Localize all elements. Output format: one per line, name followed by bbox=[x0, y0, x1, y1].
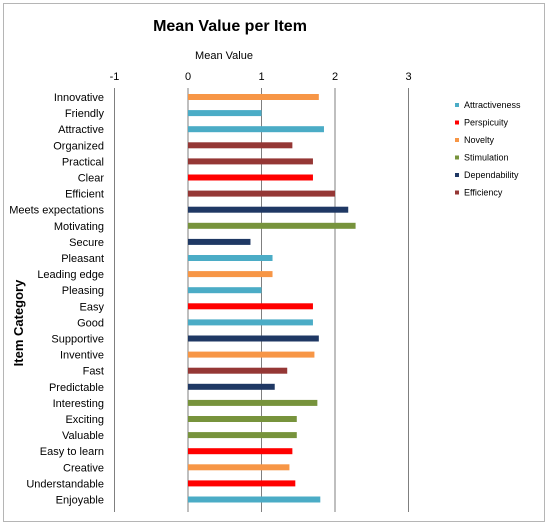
bar-interesting bbox=[188, 399, 318, 406]
category-label: Innovative bbox=[54, 92, 104, 104]
x-tick-label: 0 bbox=[185, 71, 191, 83]
legend: Attractiveness Perspicuity Novelty Stimulat… bbox=[455, 100, 521, 198]
legend-label: Novelty bbox=[464, 135, 495, 145]
category-label: Clear bbox=[78, 173, 105, 185]
bar-innovative bbox=[188, 94, 319, 100]
bar-good bbox=[188, 319, 313, 326]
legend-swatch bbox=[455, 190, 459, 195]
bar-creative bbox=[188, 464, 290, 471]
category-label: Leading edge bbox=[37, 269, 104, 281]
x-tick-labels: -1 0 1 2 3 bbox=[110, 71, 412, 83]
category-label: Inventive bbox=[60, 350, 104, 362]
chart-frame bbox=[3, 3, 545, 522]
legend-label: Perspicuity bbox=[464, 118, 509, 128]
bar-predictable bbox=[188, 383, 275, 390]
category-label: Good bbox=[77, 317, 104, 329]
category-label: Pleasant bbox=[61, 253, 104, 265]
category-label: Meets expectations bbox=[9, 205, 104, 217]
category-label: Secure bbox=[69, 237, 104, 249]
bar-efficient bbox=[188, 190, 335, 197]
x-tick-label: -1 bbox=[110, 71, 120, 83]
legend-label: Attractiveness bbox=[464, 100, 521, 110]
bar-clear bbox=[188, 174, 313, 181]
category-label: Predictable bbox=[49, 382, 104, 394]
legend-swatch bbox=[455, 138, 459, 142]
category-labels: Innovative Friendly Attractive Organized Pra… bbox=[9, 92, 104, 507]
category-label: Exciting bbox=[65, 414, 104, 426]
bar-fast bbox=[188, 367, 288, 374]
bar-leading-edge bbox=[188, 271, 273, 278]
category-label: Practical bbox=[62, 156, 104, 168]
x-axis-title: Mean Value bbox=[195, 50, 253, 62]
bars bbox=[188, 94, 356, 503]
bar-easy bbox=[188, 303, 313, 310]
bar-exciting bbox=[188, 416, 297, 422]
category-label: Organized bbox=[53, 140, 104, 152]
x-tick-label: 3 bbox=[405, 71, 411, 83]
category-label: Understandable bbox=[26, 478, 104, 490]
category-label: Efficient bbox=[65, 189, 104, 201]
legend-swatch bbox=[455, 173, 459, 177]
bar-inventive bbox=[188, 351, 315, 358]
bar-friendly bbox=[188, 110, 262, 117]
x-tick-label: 2 bbox=[332, 71, 338, 83]
legend-swatch bbox=[455, 120, 459, 125]
x-tick-label: 1 bbox=[258, 71, 264, 83]
legend-swatch bbox=[455, 103, 459, 107]
y-axis-title: Item Category bbox=[11, 279, 26, 366]
bar-pleasant bbox=[188, 255, 273, 261]
category-label: Easy to learn bbox=[40, 446, 104, 458]
legend-label: Dependability bbox=[464, 170, 519, 180]
category-label: Motivating bbox=[54, 221, 104, 233]
bar-practical bbox=[188, 158, 313, 165]
bar-attractive bbox=[188, 126, 324, 133]
category-label: Interesting bbox=[53, 398, 104, 410]
category-label: Easy bbox=[80, 301, 105, 313]
legend-swatch bbox=[455, 155, 459, 160]
bar-meets-expectations bbox=[188, 206, 349, 213]
bar-enjoyable bbox=[188, 496, 321, 503]
category-label: Supportive bbox=[51, 334, 104, 346]
category-label: Creative bbox=[63, 462, 104, 474]
bar-understandable bbox=[188, 480, 296, 487]
category-label: Valuable bbox=[62, 430, 104, 442]
bar-valuable bbox=[188, 432, 297, 439]
category-label: Enjoyable bbox=[56, 495, 104, 507]
bar-secure bbox=[188, 238, 251, 245]
bar-easy-to-learn bbox=[188, 448, 293, 455]
legend-label: Efficiency bbox=[464, 188, 503, 198]
bar-motivating bbox=[188, 222, 356, 229]
bar-supportive bbox=[188, 335, 319, 342]
bar-organized bbox=[188, 142, 293, 149]
category-label: Friendly bbox=[65, 108, 105, 120]
legend-label: Stimulation bbox=[464, 153, 509, 163]
category-label: Fast bbox=[83, 366, 104, 378]
chart-title: Mean Value per Item bbox=[153, 18, 307, 35]
category-label: Pleasing bbox=[62, 285, 104, 297]
category-label: Attractive bbox=[58, 124, 104, 136]
bar-pleasing bbox=[188, 287, 262, 294]
